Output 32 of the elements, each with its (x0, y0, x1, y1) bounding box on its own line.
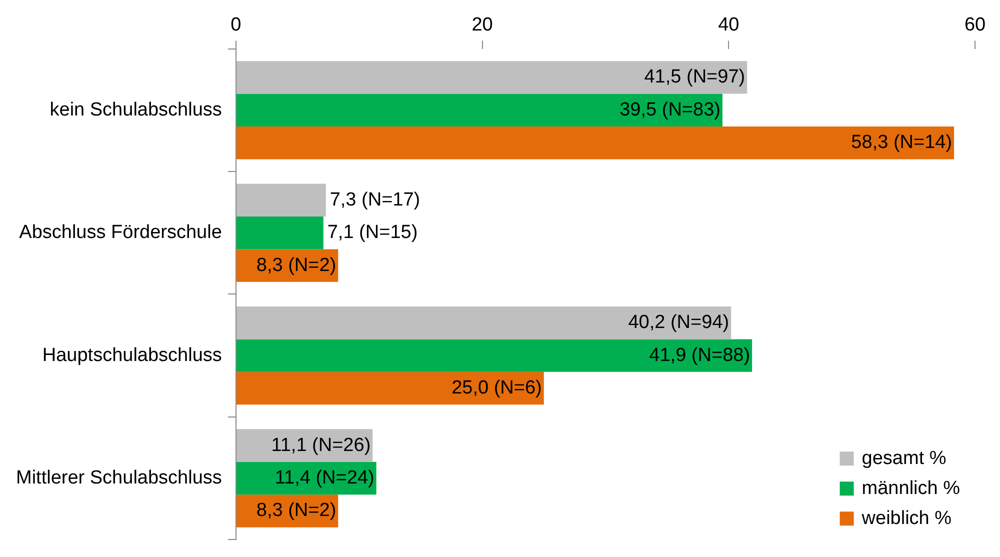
data-label: 8,3 (N=2) (256, 500, 336, 522)
x-tick-label: 60 (964, 14, 986, 36)
y-tick-label: Mittlerer Schulabschluss (16, 467, 222, 488)
data-label: 7,1 (N=15) (327, 222, 418, 244)
data-label: 7,3 (N=17) (330, 189, 420, 210)
data-label: 8,3 (N=2) (256, 254, 336, 276)
y-tick-label: Hauptschulabschluss (42, 344, 222, 366)
legend-label: weiblich % (860, 508, 952, 529)
data-label: 11,1 (N=26) (271, 434, 371, 456)
data-label: 40,2 (N=94) (628, 312, 730, 334)
data-label: 41,5 (N=97) (644, 66, 746, 88)
x-tick-label: 20 (472, 14, 493, 36)
data-label: 41,9 (N=88) (649, 344, 750, 366)
bar (236, 372, 544, 405)
y-tick-label: Abschluss Förderschule (19, 222, 222, 244)
bar (236, 216, 324, 250)
bar (236, 126, 954, 160)
bar (236, 184, 326, 216)
y-tick-label: kein Schulabschluss (50, 99, 222, 120)
x-tick-label: 0 (230, 14, 242, 36)
data-label: 39,5 (N=83) (620, 99, 720, 120)
bar (236, 61, 748, 94)
legend-label: männlich % (862, 478, 960, 499)
data-label: 58,3 (N=14) (851, 132, 952, 154)
bar (236, 339, 752, 372)
x-tick-label: 40 (718, 14, 740, 36)
bar (236, 94, 722, 127)
bar (236, 429, 373, 462)
legend-label: gesamt % (862, 448, 946, 469)
data-label: 25,0 (N=6) (452, 378, 542, 399)
data-label: 11,4 (N=24) (274, 467, 374, 488)
bar (236, 306, 732, 340)
